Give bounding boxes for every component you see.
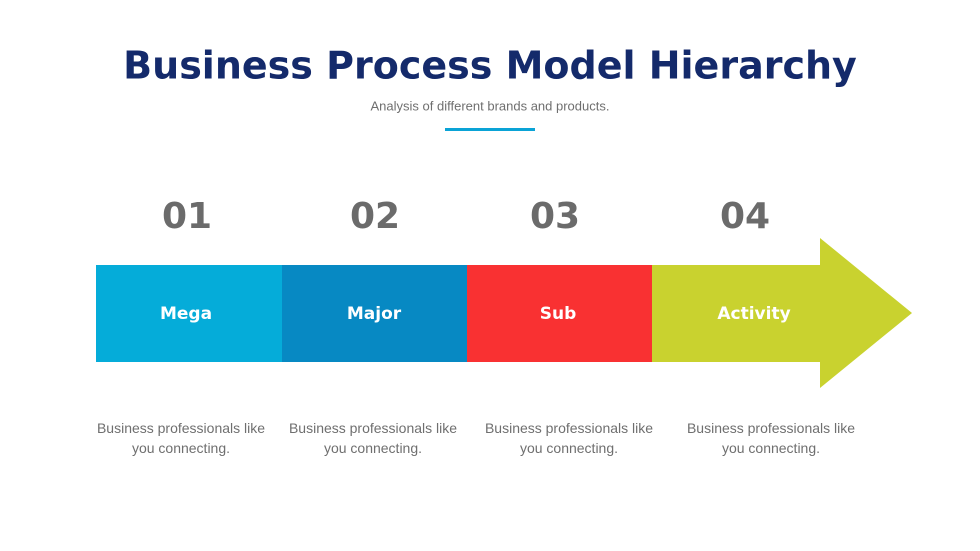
step-label: Mega [160, 304, 212, 324]
step-number: 02 [350, 196, 400, 237]
subtitle: Analysis of different brands and product… [371, 98, 610, 113]
step-number: 04 [720, 196, 770, 237]
step-description: Business professionals like you connecti… [484, 420, 654, 456]
step-description: Business professionals like you connecti… [288, 420, 458, 456]
step-label: Sub [540, 304, 577, 324]
step-number: 03 [530, 196, 580, 237]
divider [445, 128, 535, 131]
step-description: Business professionals like you connecti… [686, 420, 856, 456]
step-label: Activity [717, 304, 790, 324]
arrow-block [652, 238, 912, 388]
title: Business Process Model Hierarchy [123, 44, 857, 88]
step-label: Major [347, 304, 402, 324]
step-block [282, 265, 468, 362]
step-description: Business professionals like you connecti… [96, 420, 266, 456]
step-number: 01 [162, 196, 212, 237]
step-block [96, 265, 283, 362]
step-block [467, 265, 653, 362]
